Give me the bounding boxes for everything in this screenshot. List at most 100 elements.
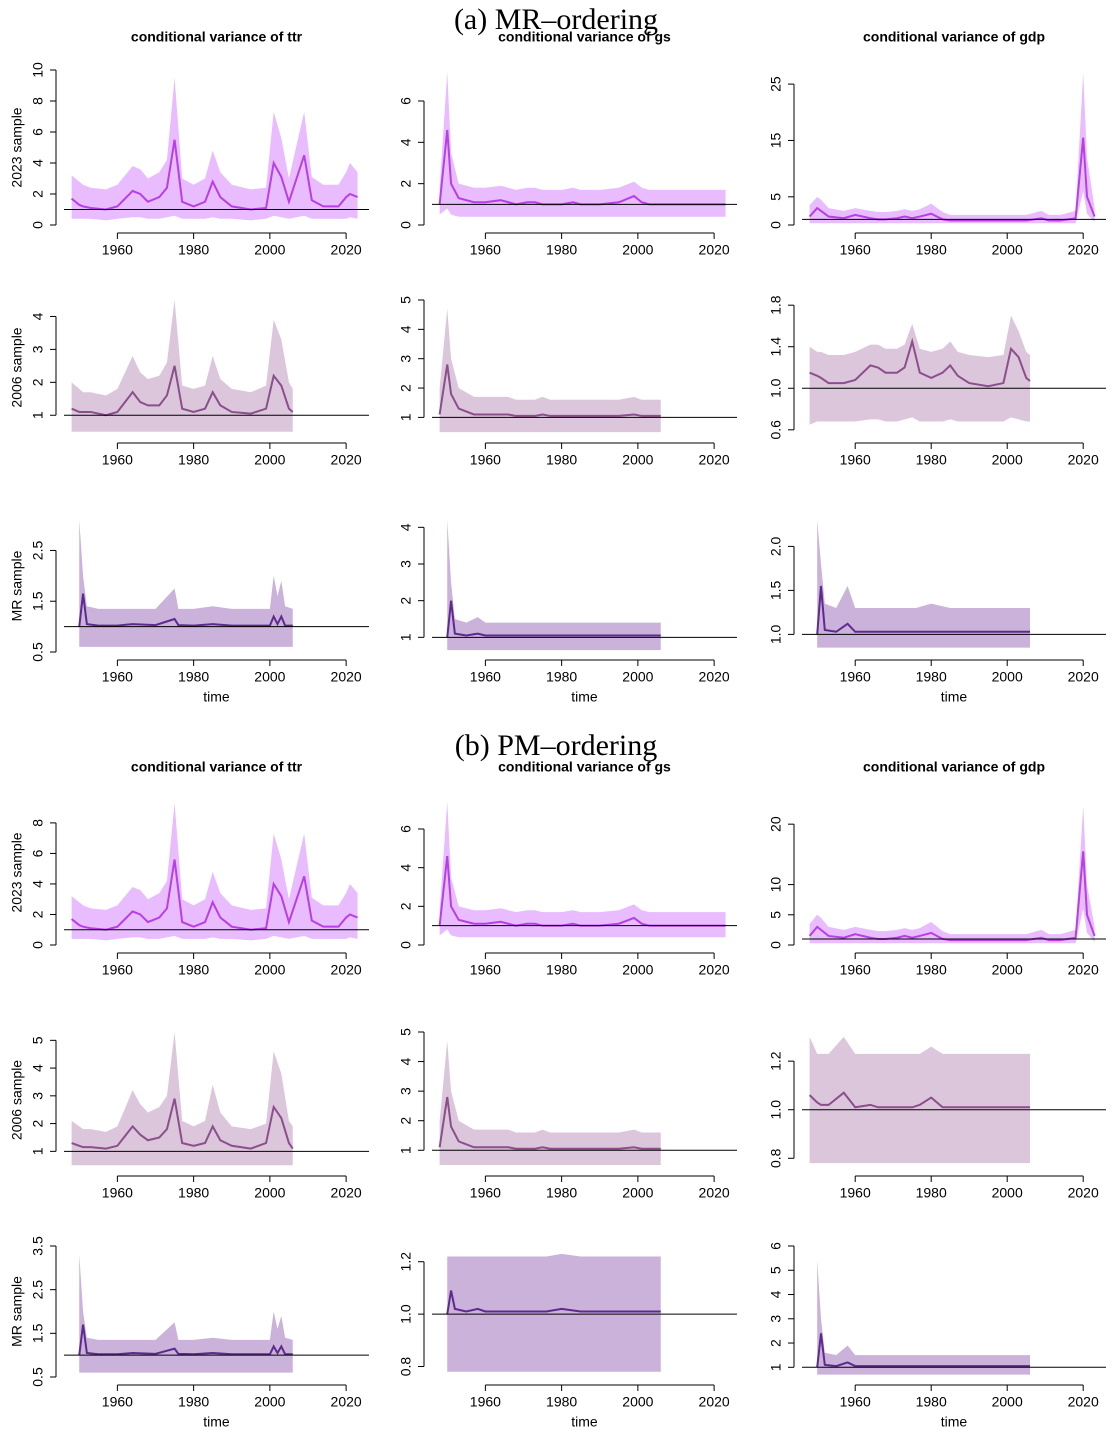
credible-band [71,803,358,941]
x-tick-label: 2020 [1068,452,1099,468]
credible-band [71,300,293,432]
variance-line [71,1098,294,1150]
x-tick-label: 2000 [622,962,653,978]
y-tick-label: 2 [398,384,414,392]
y-tick-label: 2.0 [768,536,784,556]
x-tick-label: 2000 [622,669,653,685]
y-tick-label: 2 [30,910,46,918]
y-tick-label: 2.5 [30,541,46,561]
variance-line [438,364,661,417]
x-tick-label: 1980 [546,452,577,468]
y-axis-label: 2006 sample [9,327,25,407]
x-tick-label: 1980 [916,242,947,258]
y-tick-label: 6 [768,1242,784,1250]
x-tick-label: 1960 [840,1185,871,1201]
credible-band [439,801,726,938]
panel-title: conditional variance of ttr [131,29,303,45]
x-tick-label: 2020 [1068,1185,1099,1201]
y-tick-label: 15 [768,132,784,148]
panel-title: conditional variance of gs [498,29,671,45]
x-tick-label: 2000 [254,1394,285,1410]
x-tick-label: 1980 [546,669,577,685]
x-tick-label: 1960 [470,242,501,258]
y-tick-label: 4 [398,523,414,531]
x-tick-label: 1960 [470,1394,501,1410]
y-tick-label: 4 [30,159,46,167]
y-tick-label: 5 [398,296,414,304]
y-tick-label: 0 [30,221,46,229]
y-tick-label: 2.5 [30,1280,46,1300]
x-tick-label: 1960 [102,962,133,978]
y-axis-label: 2023 sample [9,832,25,912]
panel-title: conditional variance of gs [498,759,671,775]
y-axis-label: MR sample [9,550,25,621]
section-heading: (a) MR–ordering [454,3,658,36]
y-tick-label: 4 [398,864,414,872]
panel-title: conditional variance of gdp [863,759,1045,775]
x-tick-label: 2000 [254,669,285,685]
x-tick-label: 2020 [699,242,730,258]
x-tick-label: 2000 [992,1185,1023,1201]
y-tick-label: 1.8 [768,295,784,315]
y-tick-label: 0 [30,941,46,949]
x-tick-label: 2020 [699,962,730,978]
credible-band [79,1254,293,1373]
y-tick-label: 3 [30,345,46,353]
variance-line [816,1333,1030,1368]
x-tick-label: 2020 [1068,669,1099,685]
y-tick-label: 1 [398,1146,414,1154]
x-tick-label: 1960 [840,242,871,258]
y-tick-label: 2 [768,1339,784,1347]
section-heading: (b) PM–ordering [455,729,657,762]
x-tick-label: 1960 [840,669,871,685]
variance-line [446,1290,661,1315]
x-axis-label: time [203,1414,230,1430]
x-tick-label: 1980 [916,1394,947,1410]
y-tick-label: 0.6 [768,420,784,440]
y-tick-label: 2 [398,597,414,605]
x-tick-label: 1980 [916,962,947,978]
variance-line [71,365,294,417]
x-tick-label: 1960 [840,1394,871,1410]
y-tick-label: 4 [398,138,414,146]
variance-line [809,337,1031,388]
y-tick-label: 5 [768,193,784,201]
x-tick-label: 1980 [178,1394,209,1410]
x-tick-label: 2020 [331,452,362,468]
y-tick-label: 1.4 [768,337,784,357]
credible-band [809,72,1095,224]
y-tick-label: 6 [30,128,46,136]
x-tick-label: 1980 [546,242,577,258]
x-tick-label: 1960 [470,962,501,978]
y-axis-label: 2023 sample [9,107,25,187]
y-tick-label: 3 [398,355,414,363]
x-tick-label: 2000 [992,452,1023,468]
variance-line [438,1096,661,1150]
y-tick-label: 4 [398,325,414,333]
y-tick-label: 0.8 [398,1357,414,1377]
y-tick-label: 0.5 [30,1367,46,1387]
x-tick-label: 2020 [331,242,362,258]
credible-band [71,1032,293,1166]
x-tick-label: 1980 [546,962,577,978]
x-axis-label: time [941,689,968,705]
x-tick-label: 1980 [916,452,947,468]
y-tick-label: 0.5 [30,642,46,662]
y-tick-label: 1.0 [398,1304,414,1324]
y-tick-label: 1 [30,1147,46,1155]
variance-line [78,1324,293,1356]
y-axis-label: 2006 sample [9,1060,25,1140]
panel-title: conditional variance of ttr [131,759,303,775]
x-tick-label: 1960 [470,669,501,685]
y-tick-label: 2 [398,902,414,910]
y-tick-label: 10 [768,877,784,893]
x-tick-label: 2000 [622,242,653,258]
x-tick-label: 2000 [254,962,285,978]
y-tick-label: 1 [398,413,414,421]
y-tick-label: 1 [30,411,46,419]
x-tick-label: 2020 [1068,242,1099,258]
x-tick-label: 2020 [331,1394,362,1410]
x-tick-label: 1980 [178,962,209,978]
y-tick-label: 3.5 [30,1236,46,1256]
